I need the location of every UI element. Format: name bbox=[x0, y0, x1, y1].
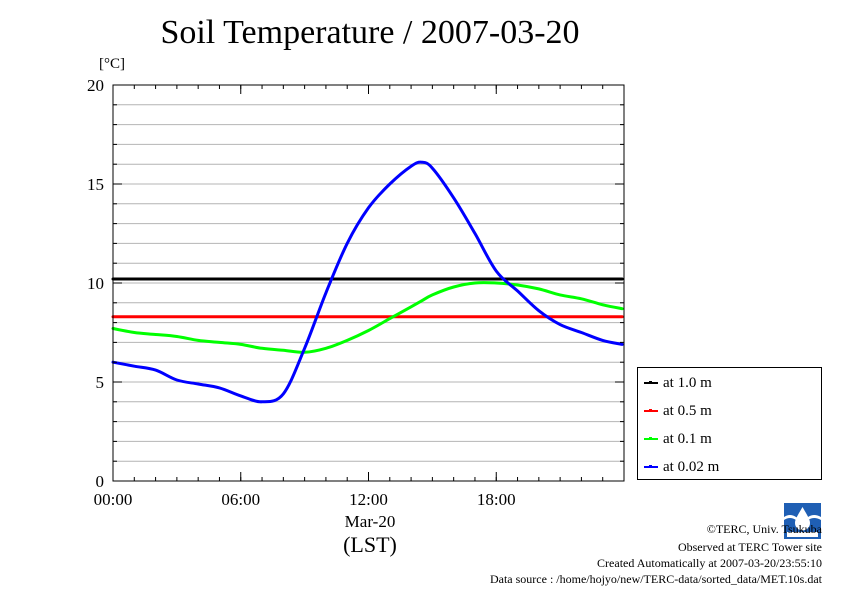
chart-title: Soil Temperature / 2007-03-20 bbox=[160, 14, 580, 51]
footer-copyright: ©TERC, Univ. Tsukuba bbox=[706, 522, 822, 536]
y-axis-unit-label: [°C] bbox=[99, 56, 125, 72]
legend-label-1m: at 1.0 m bbox=[663, 374, 712, 391]
series-line-3 bbox=[111, 160, 624, 404]
legend-item-0-02m: at 0.02 m bbox=[644, 457, 719, 477]
terc-logo-icon bbox=[784, 503, 821, 539]
legend-label-0-5m: at 0.5 m bbox=[663, 402, 712, 419]
legend-label-0-1m: at 0.1 m bbox=[663, 430, 712, 447]
x-axis-date-label: Mar-20 bbox=[345, 512, 396, 531]
footer-source: Data source : /home/hojyo/new/TERC-data/… bbox=[489, 572, 822, 586]
series-line-2 bbox=[111, 281, 624, 354]
legend-item-0-5m: at 0.5 m bbox=[644, 401, 712, 421]
legend-swatch-0-5m bbox=[644, 409, 658, 412]
legend-label-0-02m: at 0.02 m bbox=[663, 458, 720, 475]
series-lines bbox=[111, 160, 624, 404]
legend-item-1m: at 1.0 m bbox=[644, 373, 712, 393]
x-axis-timezone-label: (LST) bbox=[343, 532, 397, 557]
legend-swatch-0-02m bbox=[644, 465, 658, 468]
x-tick-label: 12:00 bbox=[349, 490, 388, 509]
grid bbox=[113, 104, 624, 462]
legend-item-0-1m: at 0.1 m bbox=[644, 429, 712, 449]
x-tick-label: 18:00 bbox=[477, 490, 516, 509]
footer-created: Created Automatically at 2007-03-20/23:5… bbox=[597, 556, 822, 570]
x-tick-label: 06:00 bbox=[221, 490, 260, 509]
legend-swatch-1m bbox=[644, 381, 658, 384]
axes: 0 5 10 15 20 00:00 06:00 12:00 18:00 bbox=[87, 76, 624, 509]
y-tick-label: 0 bbox=[96, 472, 105, 491]
y-tick-label: 15 bbox=[87, 175, 104, 194]
footer-observed: Observed at TERC Tower site bbox=[677, 540, 822, 554]
legend-swatch-0-1m bbox=[644, 437, 658, 440]
x-tick-label: 00:00 bbox=[94, 490, 133, 509]
y-tick-label: 10 bbox=[87, 274, 104, 293]
y-tick-label: 5 bbox=[96, 373, 105, 392]
y-tick-label: 20 bbox=[87, 76, 104, 95]
legend: at 1.0 m at 0.5 m at 0.1 m at 0.02 m bbox=[637, 367, 822, 480]
